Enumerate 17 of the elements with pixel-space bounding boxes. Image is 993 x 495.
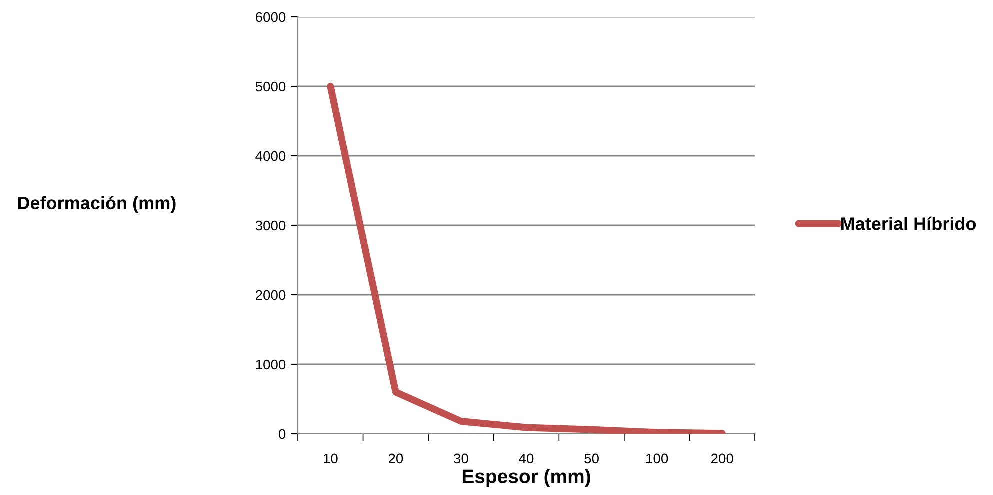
x-axis-title: Espesor (mm) (462, 469, 590, 488)
y-tick-label: 3000 (256, 220, 286, 231)
x-tick-label: 100 (646, 454, 668, 464)
y-tick-label: 0 (279, 429, 286, 440)
y-tick-label: 4000 (256, 151, 286, 162)
x-tick-label: 50 (584, 454, 599, 464)
x-tick-label: 30 (454, 454, 468, 464)
x-tick-label: 10 (324, 454, 338, 464)
x-tick-label: 40 (519, 454, 534, 464)
x-tick-label: 20 (388, 454, 404, 464)
y-tick-label: 1000 (256, 360, 286, 370)
y-axis-title: Deformación (mm) (18, 196, 176, 214)
y-tick-label: 5000 (256, 82, 286, 92)
legend-label: Material Híbrido (842, 216, 976, 230)
y-tick-label: 2000 (256, 290, 286, 300)
y-tick-label: 6000 (256, 12, 286, 22)
x-tick-label: 200 (711, 454, 734, 464)
